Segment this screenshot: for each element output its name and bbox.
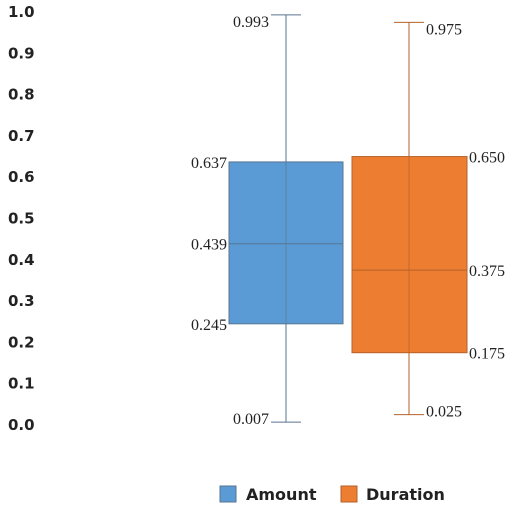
- y-tick-label: 0.8: [8, 86, 35, 104]
- min-label: 0.007: [233, 411, 269, 428]
- box-duration: 0.650 0.375 0.175 0.975 0.025: [351, 21, 505, 421]
- q1-label: 0.245: [191, 317, 227, 334]
- y-tick-label: 0.5: [8, 210, 35, 228]
- y-tick-label: 0.2: [8, 333, 35, 351]
- q3-label: 0.637: [191, 155, 227, 172]
- median-label: 0.375: [469, 263, 505, 280]
- max-label: 0.993: [233, 14, 269, 31]
- y-tick-label: 1.0: [8, 3, 35, 21]
- y-tick-label: 0.0: [8, 416, 35, 434]
- y-tick-label: 0.7: [8, 127, 35, 145]
- plot-area: 0.637 0.439 0.245 0.993 0.007 0.650 0.375 0.175…: [191, 14, 505, 428]
- max-label: 0.975: [426, 21, 462, 38]
- y-tick-label: 0.6: [8, 168, 35, 186]
- legend-item-amount: Amount: [219, 485, 317, 504]
- legend-item-duration: Duration: [340, 485, 445, 504]
- q3-label: 0.650: [469, 150, 505, 167]
- legend-label: Amount: [246, 485, 317, 504]
- q1-label: 0.175: [469, 346, 505, 363]
- median-label: 0.439: [191, 237, 227, 254]
- legend-swatch: [340, 485, 358, 503]
- y-axis: 0.0 0.1 0.2 0.3 0.4 0.5 0.6 0.7 0.8 0.9 1.0: [8, 3, 35, 434]
- y-tick-label: 0.1: [8, 375, 35, 393]
- min-label: 0.025: [426, 404, 462, 421]
- legend-swatch: [219, 485, 237, 503]
- y-tick-label: 0.9: [8, 44, 35, 62]
- legend: Amount Duration: [219, 485, 445, 504]
- legend-label: Duration: [366, 485, 445, 504]
- y-tick-label: 0.3: [8, 292, 35, 310]
- box-amount: 0.637 0.439 0.245 0.993 0.007: [191, 14, 344, 428]
- y-tick-label: 0.4: [8, 251, 35, 269]
